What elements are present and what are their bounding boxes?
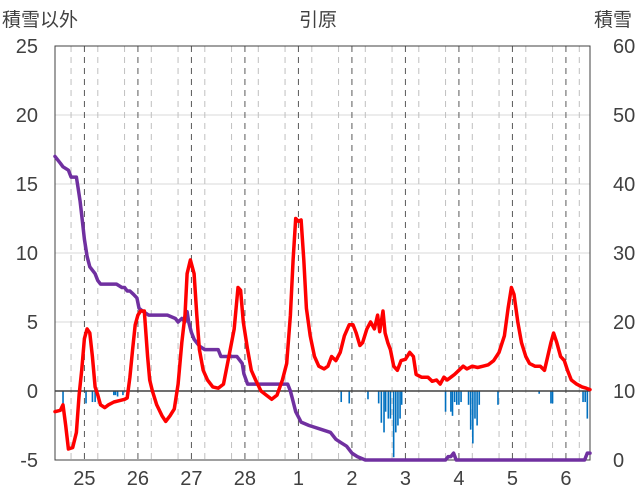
x-tick-label: 26: [127, 468, 149, 490]
precipitation-bar: [582, 391, 584, 403]
plot-frame: [54, 45, 591, 461]
left-tick-label: 10: [16, 243, 38, 265]
left-tick-label: 15: [16, 174, 38, 196]
precipitation-bar: [399, 391, 401, 419]
precipitation-bar: [444, 391, 447, 412]
x-tick-label: 25: [73, 468, 95, 490]
snow-depth-line: [53, 154, 592, 462]
precipitation-bar: [478, 391, 481, 405]
chart-title: 引原: [299, 9, 337, 31]
x-tick-label: 6: [560, 468, 571, 490]
x-tick-label: 2: [346, 468, 357, 490]
right-tick-label: 20: [613, 312, 635, 334]
precipitation-bar: [538, 391, 540, 394]
x-tick-label: 28: [234, 468, 256, 490]
precipitation-bar: [62, 391, 64, 404]
precipitation-bar: [460, 391, 462, 403]
precipitation-bar: [387, 391, 390, 419]
precipitation-bar: [367, 391, 369, 400]
precipitation-bar: [451, 391, 454, 416]
left-tick-label: 20: [16, 105, 38, 127]
precipitation-bar: [584, 391, 586, 403]
precipitation-bar: [474, 391, 476, 419]
right-tick-label: 30: [613, 243, 635, 265]
left-tick-label: 25: [16, 36, 38, 58]
precipitation-bar: [383, 391, 385, 433]
precipitation-bar: [469, 391, 472, 430]
right-tick-label: 60: [613, 36, 635, 58]
precipitation-bar: [397, 391, 399, 426]
x-tick-label: 4: [453, 468, 464, 490]
x-tick-label: 27: [180, 468, 202, 490]
precipitation-bar: [94, 391, 96, 403]
precipitation-bar: [114, 391, 117, 396]
precipitation-bar: [91, 391, 94, 403]
precipitation-bar: [472, 391, 474, 444]
precipitation-bar: [551, 391, 554, 404]
precipitation-bar: [450, 391, 452, 412]
precipitation-bar: [455, 391, 458, 405]
precipitation-bar: [85, 391, 87, 404]
precipitation-bar: [550, 391, 552, 404]
precipitation-bar: [476, 391, 478, 426]
precipitation-bar: [348, 391, 351, 404]
precipitation-bar: [377, 391, 380, 404]
precipitation-bar: [116, 391, 119, 397]
left-tick-label: -5: [20, 450, 38, 472]
axis-layer: [54, 45, 591, 461]
precipitation-bar: [340, 391, 343, 403]
x-tick-label: 3: [400, 468, 411, 490]
precipitation-bar: [497, 391, 499, 405]
temperature-line: [53, 216, 592, 451]
right-tick-label: 0: [613, 450, 624, 472]
right-tick-label: 10: [613, 381, 635, 403]
precipitation-bar: [467, 391, 470, 405]
precipitation-bar: [380, 391, 383, 423]
precipitation-bar: [122, 391, 124, 396]
precipitation-bar: [389, 391, 392, 419]
right-tick-label: 50: [613, 105, 635, 127]
precipitation-bar: [392, 391, 395, 458]
precipitation-bar: [394, 391, 397, 433]
precipitation-bar: [113, 391, 115, 396]
precipitation-bar: [400, 391, 403, 405]
precipitation-bar: [384, 391, 387, 412]
precipitation-bars: [62, 391, 589, 458]
left-tick-label: 5: [27, 312, 38, 334]
precipitation-bar: [458, 391, 460, 405]
x-tick-label: 5: [507, 468, 518, 490]
left-tick-label: 0: [27, 381, 38, 403]
right-tick-label: 40: [613, 174, 635, 196]
precipitation-bar: [453, 391, 456, 403]
x-tick-label: 1: [293, 468, 304, 490]
grid-layer: [55, 45, 590, 461]
left-axis-label: 積雪以外: [2, 9, 78, 31]
series-lines: [53, 154, 592, 462]
precipitation-bar: [586, 391, 589, 419]
right-axis-label: 積雪: [594, 9, 632, 31]
